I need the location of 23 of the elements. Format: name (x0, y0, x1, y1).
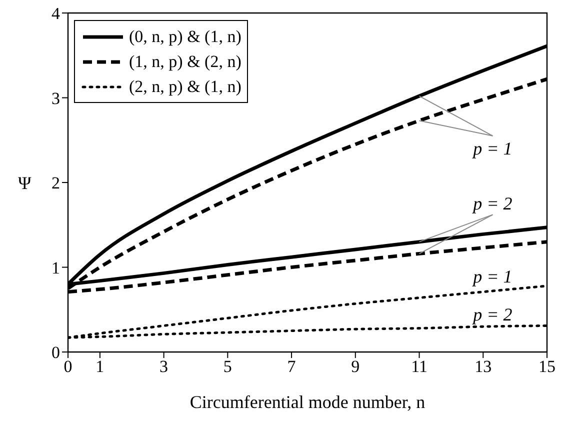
legend-label: (2, n, p) & (1, n) (129, 76, 242, 98)
x-tick-label: 3 (160, 357, 168, 376)
x-tick-label: 9 (351, 357, 360, 376)
annotation: p = 2 (471, 304, 512, 325)
x-axis-title: Circumferential mode number, n (190, 392, 426, 412)
x-tick-label: 0 (64, 357, 72, 376)
y-tick-label: 2 (52, 174, 60, 193)
x-tick-label: 11 (411, 357, 428, 376)
annotation: p = 1 (471, 266, 512, 287)
x-tick-label: 1 (96, 357, 104, 376)
y-tick-label: 4 (52, 4, 60, 24)
y-tick-label: 3 (52, 88, 60, 108)
x-tick-label: 7 (287, 357, 296, 376)
y-tick-label: 1 (52, 258, 60, 278)
legend-label: (0, n, p) & (1, n) (129, 26, 242, 48)
y-axis-title: Ψ (18, 172, 32, 193)
x-tick-label: 15 (538, 357, 556, 376)
x-tick-label: 13 (474, 357, 492, 376)
x-tick-label: 5 (223, 357, 232, 376)
y-tick-label: 0 (52, 343, 60, 362)
annotation: p = 1 (471, 138, 512, 159)
annotation: p = 2 (471, 194, 512, 214)
legend-label: (1, n, p) & (2, n) (129, 51, 242, 73)
